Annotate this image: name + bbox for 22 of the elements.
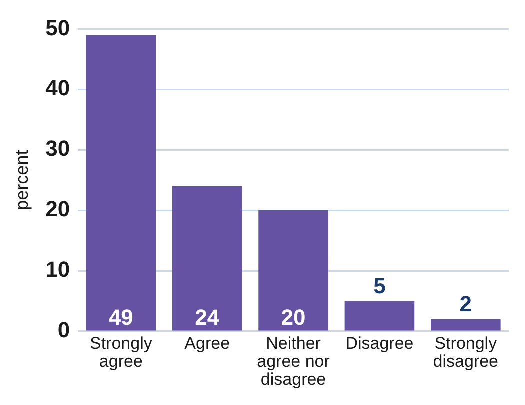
y-tick-label: 50	[46, 15, 70, 40]
data-label: 20	[281, 304, 306, 330]
data-label: 49	[108, 304, 134, 330]
y-tick-label: 30	[46, 136, 70, 162]
bar	[86, 35, 156, 331]
bar	[172, 186, 242, 331]
data-label: 5	[374, 273, 386, 298]
x-tick-label: Strongly disagree	[433, 334, 499, 371]
bar	[344, 301, 415, 331]
x-tick-label: Strongly agree	[90, 334, 153, 371]
x-tick-label: Neither agree nor disagree	[257, 334, 330, 389]
y-tick-label: 20	[46, 196, 70, 222]
data-label: 2	[460, 291, 472, 316]
y-axis-title: percent	[12, 150, 32, 210]
x-tick-label: Agree	[184, 334, 230, 354]
x-tick-label: Disagree	[346, 334, 414, 354]
y-tick-label: 10	[46, 257, 70, 282]
data-label: 24	[195, 304, 220, 330]
bar	[258, 210, 328, 331]
bar	[431, 319, 501, 331]
y-tick-label: 40	[46, 76, 70, 101]
y-tick-label: 0	[58, 318, 70, 343]
